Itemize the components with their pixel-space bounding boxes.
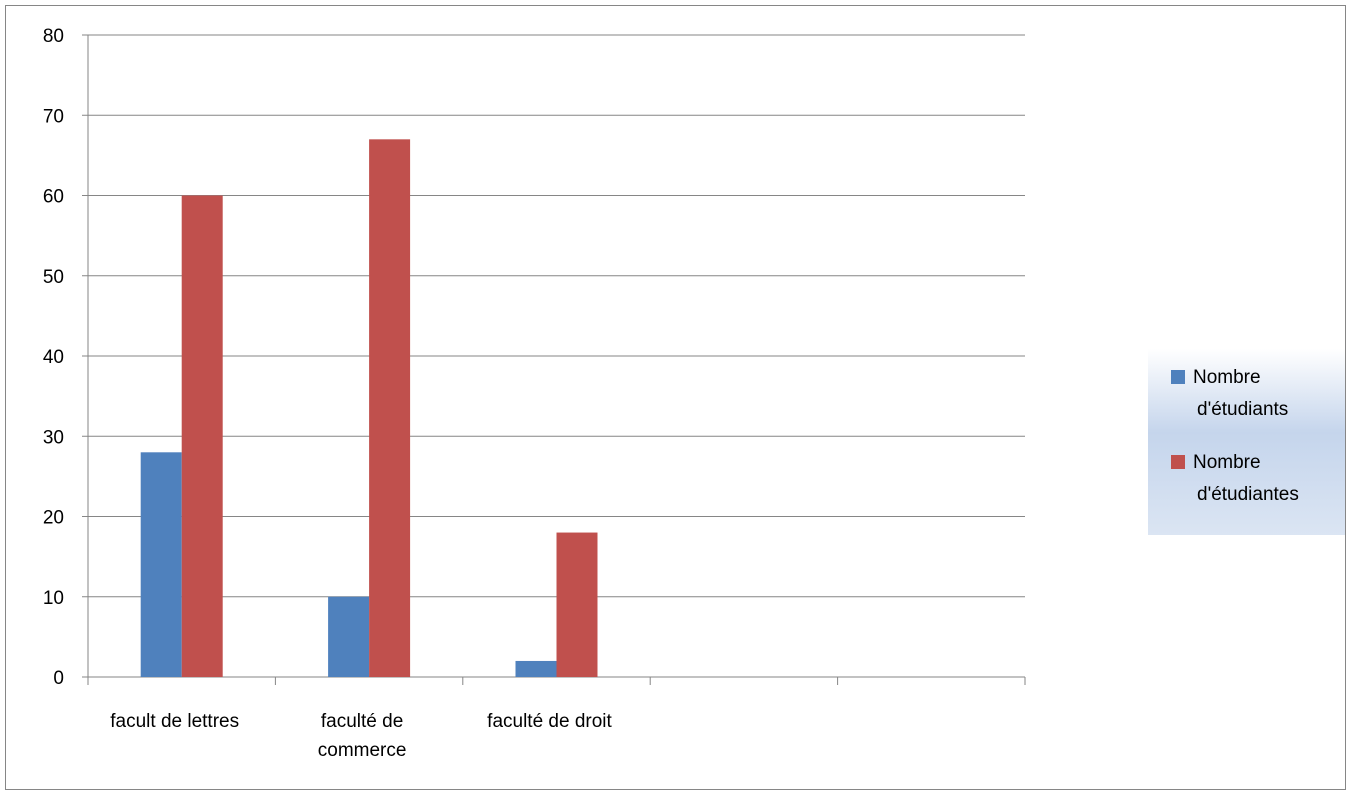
- bar-etudiants: [140, 452, 182, 677]
- x-category-label: facult de lettres: [110, 711, 239, 732]
- legend-swatch: [1171, 455, 1185, 469]
- bar-etudiants: [328, 596, 370, 677]
- y-tick-label: 70: [43, 106, 64, 127]
- y-tick-label: 60: [43, 187, 64, 208]
- x-category-label: faculté de commerce: [318, 711, 407, 761]
- bar-etudiantes: [181, 195, 223, 677]
- y-tick-label: 50: [43, 267, 64, 288]
- legend-label: Nombre d'étudiants: [1193, 367, 1288, 420]
- chart-frame: [5, 5, 1346, 790]
- y-tick-label: 20: [43, 508, 64, 529]
- legend-label: Nombre d'étudiantes: [1193, 452, 1299, 505]
- y-tick-label: 80: [43, 26, 64, 47]
- y-tick-label: 0: [53, 668, 64, 689]
- y-tick-label: 40: [43, 347, 64, 368]
- bar-etudiantes: [556, 532, 598, 677]
- bar-etudiants: [515, 660, 557, 677]
- x-category-label: faculté de droit: [487, 711, 612, 732]
- y-tick-label: 10: [43, 588, 64, 609]
- y-tick-label: 30: [43, 427, 64, 448]
- legend-swatch: [1171, 370, 1185, 384]
- bar-etudiantes: [369, 139, 411, 677]
